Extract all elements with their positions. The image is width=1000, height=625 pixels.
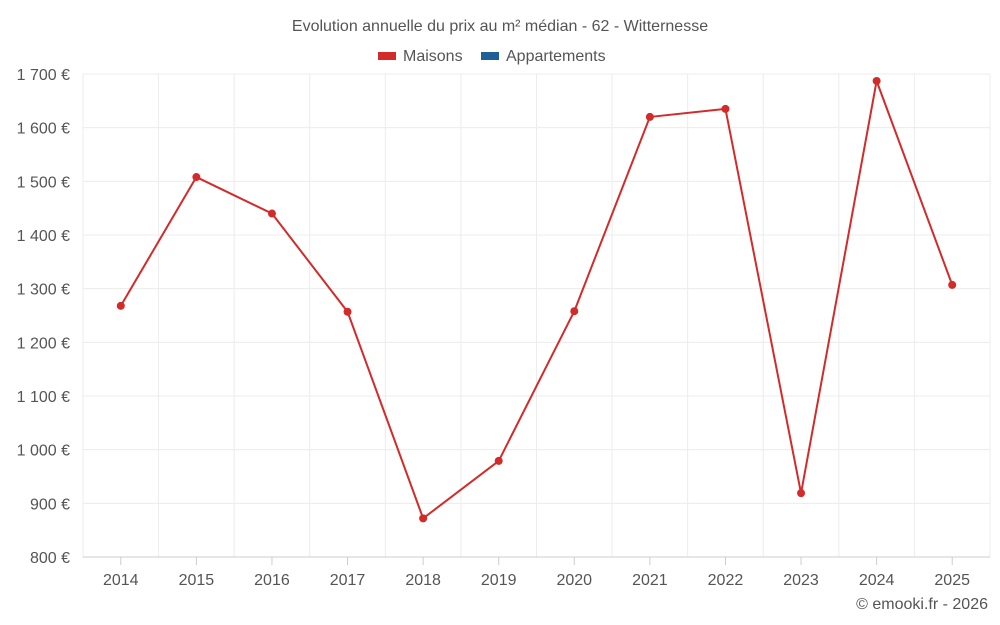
data-point[interactable] <box>192 173 201 182</box>
y-tick-label: 1 400 € <box>17 228 70 245</box>
x-tick-label: 2016 <box>254 572 290 589</box>
data-point[interactable] <box>419 514 428 523</box>
y-tick-label: 1 600 € <box>17 121 70 138</box>
legend-item-maisons[interactable]: Maisons <box>378 48 463 65</box>
y-tick-label: 1 500 € <box>17 174 70 191</box>
x-tick-label: 2021 <box>632 572 668 589</box>
legend-swatch-appartements <box>481 52 499 60</box>
legend-label-appartements: Appartements <box>506 48 606 65</box>
data-point[interactable] <box>267 209 276 218</box>
data-point[interactable] <box>797 489 806 498</box>
legend-label-maisons: Maisons <box>403 48 463 65</box>
y-axis: 800 € 900 € 1 000 € 1 100 € 1 200 € 1 300 € 1 … <box>17 67 70 567</box>
y-tick-label: 900 € <box>30 496 70 513</box>
x-tick-label: 2024 <box>859 572 895 589</box>
x-tick-label: 2014 <box>103 572 139 589</box>
series-line-maisons <box>119 79 954 520</box>
x-tick-label: 2020 <box>556 572 592 589</box>
y-tick-label: 1 200 € <box>17 335 70 352</box>
data-point[interactable] <box>872 76 881 85</box>
y-tick-label: 800 € <box>30 550 70 567</box>
x-tick-label: 2018 <box>405 572 441 589</box>
legend-swatch-maisons <box>378 52 396 60</box>
legend: Maisons Appartements <box>378 48 606 65</box>
y-tick-label: 1 100 € <box>17 389 70 406</box>
x-tick-label: 2022 <box>708 572 744 589</box>
data-point[interactable] <box>721 104 730 113</box>
y-tick-label: 1 000 € <box>17 443 70 460</box>
y-tick-label: 1 300 € <box>17 282 70 299</box>
credit-text[interactable]: © emooki.fr - 2026 <box>856 596 988 613</box>
x-tick-label: 2023 <box>783 572 819 589</box>
data-point[interactable] <box>570 307 579 316</box>
x-axis: 2014 2015 2016 2017 2018 2019 2020 2021 2022 2023… <box>83 556 990 589</box>
data-point[interactable] <box>343 307 352 316</box>
data-point[interactable] <box>948 280 957 289</box>
grid <box>82 73 991 558</box>
data-point[interactable] <box>494 456 503 465</box>
legend-item-appartements[interactable]: Appartements <box>481 48 606 65</box>
x-tick-label: 2015 <box>179 572 215 589</box>
chart-title: Evolution annuelle du prix au m² médian … <box>292 18 708 35</box>
x-tick-label: 2025 <box>934 572 970 589</box>
data-point[interactable] <box>645 112 654 121</box>
y-tick-label: 1 700 € <box>17 67 70 84</box>
series-maisons <box>116 76 957 523</box>
x-tick-label: 2019 <box>481 572 517 589</box>
x-tick-label: 2017 <box>330 572 366 589</box>
data-point[interactable] <box>116 301 125 310</box>
